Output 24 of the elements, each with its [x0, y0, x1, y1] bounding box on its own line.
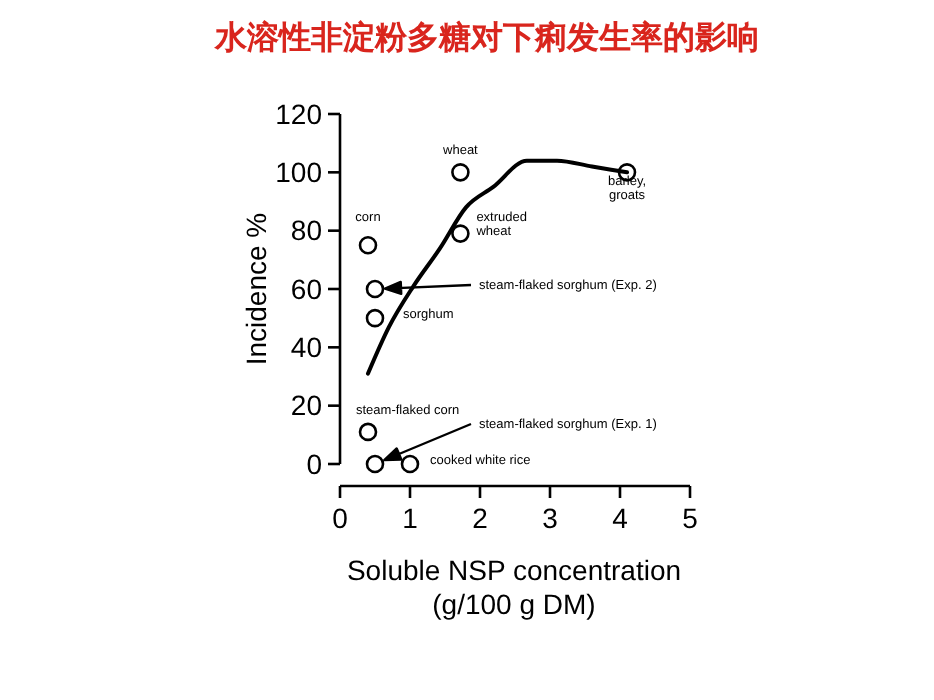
y-tick-label: 100	[275, 156, 323, 189]
x-axis-title: Soluble NSP concentration (g/100 g DM)	[346, 554, 682, 620]
x-tick-label: 4	[612, 502, 629, 534]
y-tick-label: 80	[290, 214, 323, 247]
point	[451, 224, 470, 243]
chart-title: 水溶性非淀粉多糖对下痢发生率的影响	[213, 18, 759, 56]
point	[358, 235, 378, 255]
point	[365, 454, 385, 474]
y-tick-label: 120	[275, 97, 323, 130]
point	[400, 454, 420, 474]
x-tick-label: 3	[542, 502, 559, 534]
y-tick-label: 20	[290, 389, 323, 422]
point	[451, 163, 470, 182]
y-tick-label: 60	[290, 272, 323, 305]
x-tick-label: 2	[472, 502, 489, 534]
x-tick-label: 0	[332, 502, 349, 534]
y-axis-title: Incidence %	[240, 212, 272, 366]
point	[365, 279, 385, 299]
point	[358, 422, 378, 442]
x-tick-label: 5	[682, 502, 699, 534]
y-tick-label: 40	[290, 331, 323, 364]
point	[365, 308, 385, 328]
y-tick-label: 0	[306, 447, 323, 480]
x-tick-label: 1	[402, 502, 419, 534]
